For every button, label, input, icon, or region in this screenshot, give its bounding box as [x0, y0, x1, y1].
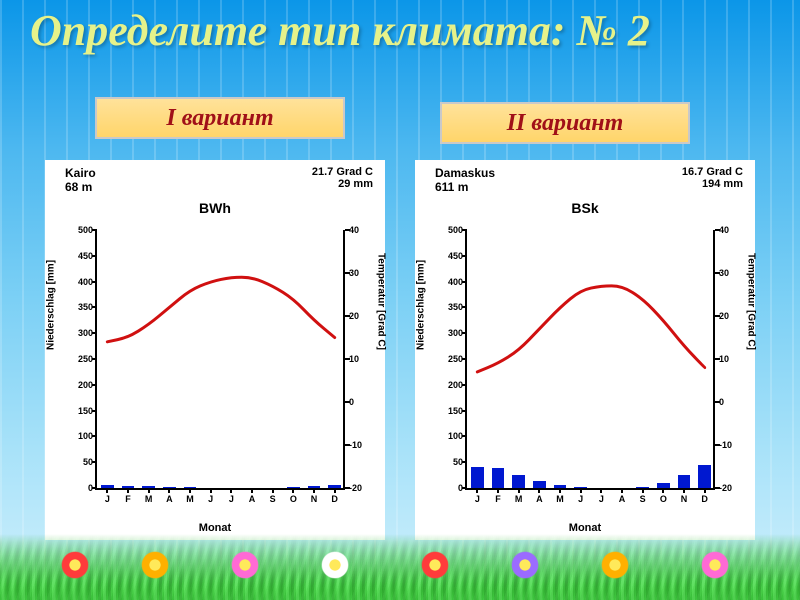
variant-1-box: I вариант: [95, 97, 345, 139]
xtick: F: [495, 494, 501, 504]
chart2-precip: 194 mm: [682, 178, 743, 190]
xtick: M: [145, 494, 153, 504]
variant-2-label: II вариант: [507, 110, 624, 137]
chart1-plot: 050100150200250300350400450500-20-100102…: [95, 230, 345, 490]
flower-icon: [140, 550, 170, 580]
xtick: J: [578, 494, 583, 504]
chart1-code: BWh: [45, 200, 385, 216]
chart1-plot-area: 050100150200250300350400450500-20-100102…: [95, 230, 345, 490]
xtick: J: [105, 494, 110, 504]
xtick: J: [599, 494, 604, 504]
chart1-xlabel: Monat: [45, 522, 385, 534]
chart1-city: Kairo: [65, 166, 96, 180]
chart2-ylabel-left: Niederschlag [mm]: [416, 260, 427, 350]
chart1-ylabel-right: Temperatur [Grad C]: [376, 253, 387, 350]
xtick: S: [640, 494, 646, 504]
chart1-altitude: 68 m: [65, 180, 96, 194]
xtick: N: [681, 494, 688, 504]
xtick: A: [536, 494, 543, 504]
flower-icon: [700, 550, 730, 580]
chart1-precip: 29 mm: [312, 178, 373, 190]
xtick: D: [701, 494, 708, 504]
charts-row: Kairo 68 m 21.7 Grad C 29 mm BWh Nieders…: [0, 160, 800, 600]
flower-icon: [510, 550, 540, 580]
xtick: J: [475, 494, 480, 504]
chart2-city: Damaskus: [435, 166, 495, 180]
xtick: M: [186, 494, 194, 504]
chart1-ylabel-left: Niederschlag [mm]: [46, 260, 57, 350]
xtick: J: [208, 494, 213, 504]
chart2-altitude: 611 m: [435, 180, 495, 194]
chart2-plot-area: 050100150200250300350400450500-20-100102…: [465, 230, 715, 490]
chart2-plot: 050100150200250300350400450500-20-100102…: [465, 230, 715, 490]
flower-icon: [320, 550, 350, 580]
xtick: O: [660, 494, 667, 504]
chart2-avg-temp: 16.7 Grad C: [682, 166, 743, 178]
variant-1-label: I вариант: [166, 105, 273, 132]
temperature-line: [467, 230, 715, 488]
xtick: S: [270, 494, 276, 504]
xtick: N: [311, 494, 318, 504]
page-title: Определите тип климата: № 2: [30, 8, 770, 54]
xtick: D: [331, 494, 338, 504]
xtick: O: [290, 494, 297, 504]
chart2-ylabel-right: Temperatur [Grad C]: [746, 253, 757, 350]
xtick: A: [166, 494, 173, 504]
chart-damaskus: Damaskus 611 m 16.7 Grad C 194 mm BSk Ni…: [415, 160, 755, 540]
flower-icon: [230, 550, 260, 580]
chart2-xlabel: Monat: [415, 522, 755, 534]
xtick: M: [515, 494, 523, 504]
variant-2-box: II вариант: [440, 102, 690, 144]
chart1-avg-temp: 21.7 Grad C: [312, 166, 373, 178]
xtick: A: [619, 494, 626, 504]
chart2-code: BSk: [415, 200, 755, 216]
xtick: M: [556, 494, 564, 504]
flower-icon: [600, 550, 630, 580]
flower-icon: [60, 550, 90, 580]
chart1-header: Kairo 68 m 21.7 Grad C 29 mm: [45, 160, 385, 194]
chart-kairo: Kairo 68 m 21.7 Grad C 29 mm BWh Nieders…: [45, 160, 385, 540]
temperature-line: [97, 230, 345, 488]
chart2-header: Damaskus 611 m 16.7 Grad C 194 mm: [415, 160, 755, 194]
xtick: F: [125, 494, 131, 504]
xtick: A: [249, 494, 256, 504]
flower-icon: [420, 550, 450, 580]
xtick: J: [229, 494, 234, 504]
